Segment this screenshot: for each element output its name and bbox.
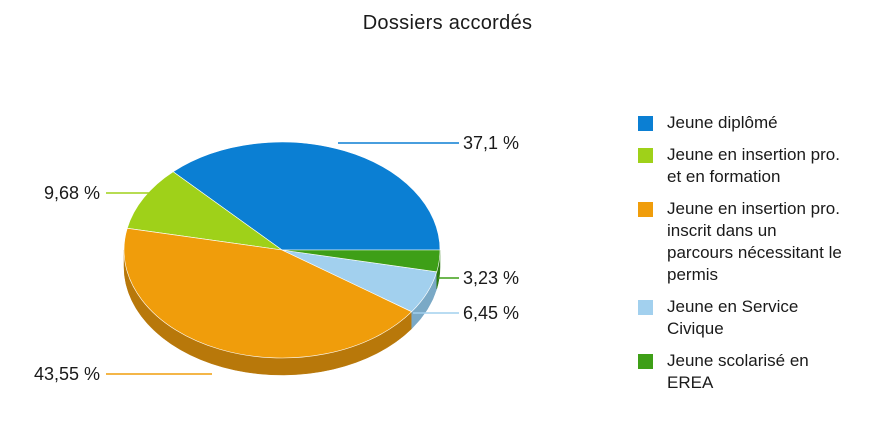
legend-item: Jeune scolarisé en EREA — [638, 350, 893, 394]
legend-label: Jeune en insertion pro. et en formation — [667, 145, 840, 186]
legend-item: Jeune en Service Civique — [638, 296, 893, 340]
legend-swatch — [638, 148, 653, 163]
value-label-4: 3,23 % — [463, 268, 519, 288]
pie-slice-4 — [281, 249, 441, 273]
value-label-0: 37,1 % — [463, 133, 519, 153]
pie-slice-2 — [123, 227, 413, 359]
legend-swatch — [638, 116, 653, 131]
legend-swatch — [638, 300, 653, 315]
value-label-1: 9,68 % — [44, 183, 100, 203]
value-labels: 37,1 % 9,68 % 43,55 % 6,45 % 3,23 % — [34, 133, 519, 384]
legend-item: Jeune en insertion pro. et en formation — [638, 144, 893, 188]
value-label-2: 43,55 % — [34, 364, 100, 384]
legend-label: Jeune scolarisé en EREA — [667, 351, 809, 392]
pie-top — [123, 141, 441, 359]
legend-label: Jeune en Service Civique — [667, 297, 799, 338]
legend-item: Jeune en insertion pro. inscrit dans un … — [638, 198, 893, 286]
legend-swatch — [638, 354, 653, 369]
pie-slice-1 — [126, 171, 283, 251]
legend-label: Jeune diplômé — [667, 113, 778, 132]
value-label-3: 6,45 % — [463, 303, 519, 323]
legend-label: Jeune en insertion pro. inscrit dans un … — [667, 199, 842, 284]
legend: Jeune diplômé Jeune en insertion pro. et … — [638, 112, 893, 404]
legend-swatch — [638, 202, 653, 217]
chart-title: Dossiers accordés — [362, 12, 533, 34]
pie-slice-0 — [172, 141, 441, 251]
legend-item: Jeune diplômé — [638, 112, 893, 134]
